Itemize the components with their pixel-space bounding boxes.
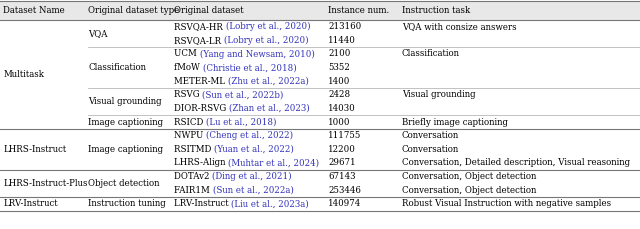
- Text: Original dataset: Original dataset: [174, 6, 244, 15]
- Text: NWPU: NWPU: [174, 131, 206, 140]
- Text: METER-ML: METER-ML: [174, 77, 228, 86]
- Text: RSITMD: RSITMD: [174, 145, 214, 154]
- Text: (Yuan et al., 2022): (Yuan et al., 2022): [214, 145, 294, 154]
- Text: Briefly image captioning: Briefly image captioning: [402, 118, 508, 127]
- Text: (Yang and Newsam, 2010): (Yang and Newsam, 2010): [200, 49, 314, 59]
- Text: LRV-Instruct: LRV-Instruct: [3, 199, 58, 208]
- Text: 11440: 11440: [328, 36, 356, 45]
- Text: RSICD: RSICD: [174, 118, 206, 127]
- Text: DIOR-RSVG: DIOR-RSVG: [174, 104, 229, 113]
- Text: (Lobry et al., 2020): (Lobry et al., 2020): [226, 22, 310, 31]
- Text: Classification: Classification: [88, 63, 147, 72]
- Text: 253446: 253446: [328, 186, 361, 195]
- Text: LHRS-Instruct: LHRS-Instruct: [3, 145, 67, 154]
- Text: 213160: 213160: [328, 22, 362, 31]
- Text: (Sun et al., 2022b): (Sun et al., 2022b): [202, 90, 284, 99]
- Text: VQA: VQA: [88, 29, 108, 38]
- Text: Image captioning: Image captioning: [88, 118, 163, 127]
- Text: Conversation: Conversation: [402, 145, 459, 154]
- Text: (Lobry et al., 2020): (Lobry et al., 2020): [224, 36, 308, 45]
- Text: (Lu et al., 2018): (Lu et al., 2018): [206, 118, 276, 127]
- Text: 111755: 111755: [328, 131, 362, 140]
- Text: UCM: UCM: [174, 49, 200, 58]
- Text: 67143: 67143: [328, 172, 356, 181]
- Text: (Muhtar et al., 2024): (Muhtar et al., 2024): [228, 158, 319, 167]
- Text: (Cheng et al., 2022): (Cheng et al., 2022): [206, 131, 293, 140]
- Text: Image captioning: Image captioning: [88, 145, 163, 154]
- Text: fMoW: fMoW: [174, 63, 203, 72]
- Text: Instruction tuning: Instruction tuning: [88, 199, 166, 208]
- Text: (Ding et al., 2021): (Ding et al., 2021): [212, 172, 292, 181]
- Text: Conversation: Conversation: [402, 131, 459, 140]
- Text: 1000: 1000: [328, 118, 351, 127]
- Text: (Zhan et al., 2023): (Zhan et al., 2023): [229, 104, 310, 113]
- Text: 5352: 5352: [328, 63, 350, 72]
- Text: 12200: 12200: [328, 145, 356, 154]
- Text: Instruction task: Instruction task: [402, 6, 470, 15]
- Text: Original dataset type: Original dataset type: [88, 6, 180, 15]
- Text: Classification: Classification: [402, 49, 460, 58]
- Text: LRV-Instruct: LRV-Instruct: [174, 199, 232, 208]
- Text: (Liu et al., 2023a): (Liu et al., 2023a): [232, 199, 309, 208]
- Text: 140974: 140974: [328, 199, 362, 208]
- Bar: [0, 1, 640, 20]
- Text: Object detection: Object detection: [88, 179, 160, 188]
- Text: RSVG: RSVG: [174, 90, 202, 99]
- Text: LHRS-Align: LHRS-Align: [174, 158, 228, 167]
- Text: Dataset Name: Dataset Name: [3, 6, 65, 15]
- Text: (Sun et al., 2022a): (Sun et al., 2022a): [212, 186, 294, 195]
- Text: (Christie et al., 2018): (Christie et al., 2018): [203, 63, 296, 72]
- Text: Conversation, Object detection: Conversation, Object detection: [402, 186, 536, 195]
- Text: Multitask: Multitask: [3, 70, 44, 79]
- Text: (Zhu et al., 2022a): (Zhu et al., 2022a): [228, 77, 308, 86]
- Text: 1400: 1400: [328, 77, 351, 86]
- Text: Visual grounding: Visual grounding: [402, 90, 476, 99]
- Text: VQA with consize answers: VQA with consize answers: [402, 22, 516, 31]
- Text: LHRS-Instruct-Plus: LHRS-Instruct-Plus: [3, 179, 88, 188]
- Text: Conversation, Object detection: Conversation, Object detection: [402, 172, 536, 181]
- Text: DOTAv2: DOTAv2: [174, 172, 212, 181]
- Text: Instance num.: Instance num.: [328, 6, 390, 15]
- Text: 2428: 2428: [328, 90, 351, 99]
- Text: Visual grounding: Visual grounding: [88, 97, 162, 106]
- Text: FAIR1M: FAIR1M: [174, 186, 212, 195]
- Text: 29671: 29671: [328, 158, 356, 167]
- Text: Conversation, Detailed description, Visual reasoning: Conversation, Detailed description, Visu…: [402, 158, 630, 167]
- Text: RSVQA-LR: RSVQA-LR: [174, 36, 224, 45]
- Text: Robust Visual Instruction with negative samples: Robust Visual Instruction with negative …: [402, 199, 611, 208]
- Text: RSVQA-HR: RSVQA-HR: [174, 22, 226, 31]
- Text: 14030: 14030: [328, 104, 356, 113]
- Text: 2100: 2100: [328, 49, 351, 58]
